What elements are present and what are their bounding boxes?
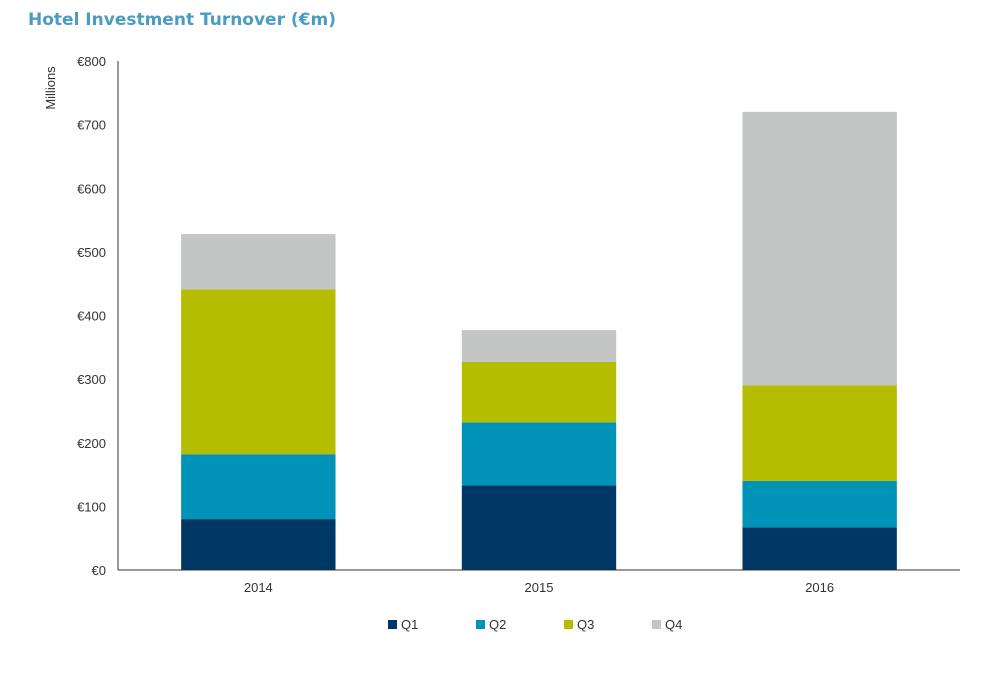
x-category-label: 2016: [805, 580, 834, 595]
bar-segment-q2-2016: [742, 480, 897, 528]
bar-segment-q1-2014: [181, 519, 336, 570]
legend-swatch-q1: [388, 620, 397, 629]
y-tick-label: €400: [77, 309, 106, 324]
legend-label-q3: Q3: [577, 617, 594, 632]
y-tick-label: €500: [77, 245, 106, 260]
legend-label-q1: Q1: [401, 617, 418, 632]
y-tick-label: €700: [77, 118, 106, 133]
legend-label-q4: Q4: [665, 617, 682, 632]
legend: Q1 Q2 Q3 Q4: [388, 617, 682, 632]
bar-segment-q3-2014: [181, 289, 336, 455]
legend-swatch-q2: [476, 620, 485, 629]
bar-segment-q2-2015: [461, 422, 617, 486]
y-tick-label: €0: [92, 563, 106, 578]
x-category-label: 2015: [525, 580, 554, 595]
y-tick-label: €300: [77, 372, 106, 387]
y-tick-label: €800: [77, 54, 106, 69]
x-category-label: 2014: [244, 580, 273, 595]
y-ticks-group: €0 €100 €200 €300 €400 €500 €600 €700 €800: [77, 54, 106, 578]
bar-segment-q4-2016: [742, 111, 897, 386]
legend-swatch-q4: [652, 620, 661, 629]
bar-segment-q3-2015: [461, 361, 617, 423]
y-tick-label: €100: [77, 499, 106, 514]
bar-segment-q1-2016: [742, 527, 897, 570]
x-labels-group: 2014 2015 2016: [244, 580, 834, 595]
y-tick-label: €600: [77, 181, 106, 196]
bar-segment-q4-2014: [181, 234, 336, 290]
legend-swatch-q3: [564, 620, 573, 629]
chart-title: Hotel Investment Turnover (€m): [28, 10, 336, 30]
bar-segment-q4-2015: [461, 330, 617, 362]
legend-label-q2: Q2: [489, 617, 506, 632]
bar-segment-q1-2015: [461, 485, 617, 570]
y-tick-label: €200: [77, 436, 106, 451]
bars-group: [181, 111, 897, 570]
bar-segment-q3-2016: [742, 385, 897, 481]
bar-segment-q2-2014: [181, 454, 336, 520]
y-axis-label: Millions: [43, 66, 58, 110]
